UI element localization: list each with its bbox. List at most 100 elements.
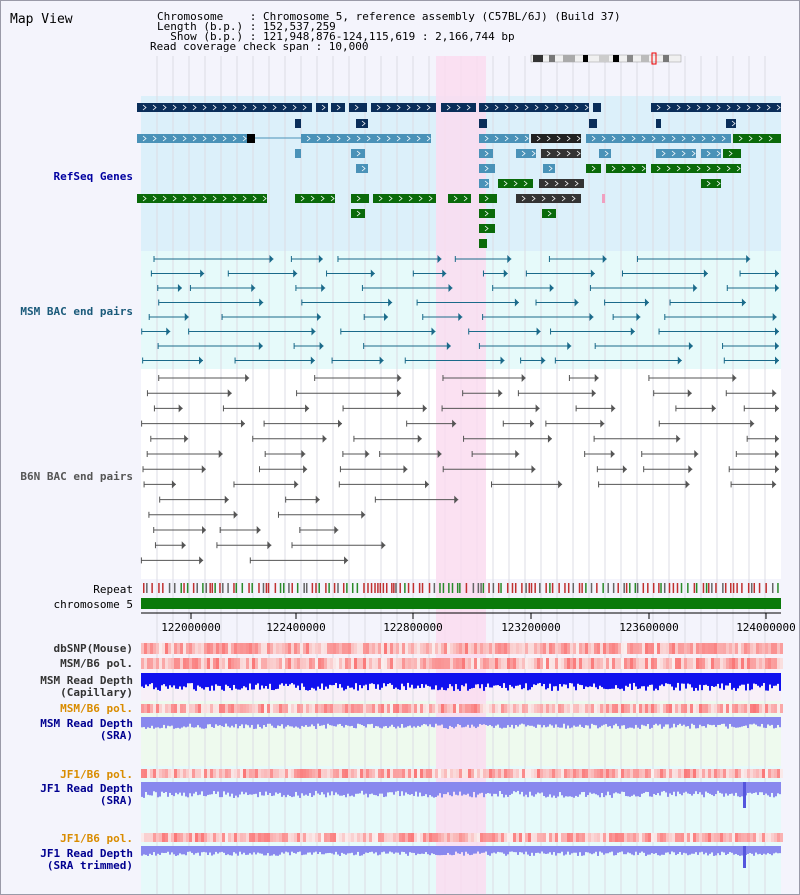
jf1-sra-depth-bar [619,782,621,794]
jf1-trim-depth-bar [509,846,511,852]
track-label-dbsnp[interactable]: dbSNP(Mouse) [53,642,133,655]
msm-pol-heat-cell [618,658,621,669]
repeat-element [202,583,204,593]
msm-pol2-heat-cell [720,704,723,713]
msm-sra-depth-bar [595,717,597,726]
msm-sra-depth-bar [259,717,261,727]
dbsnp-heat-cell [639,643,642,654]
track-label-msm-bac[interactable]: MSM BAC end pairs [20,305,133,318]
track-label-jf1-depth-sra[interactable]: JF1 Read Depth [40,782,133,795]
msm-pol-heat-cell [612,658,615,669]
repeat-element [363,583,365,593]
msm-sra-depth-bar [647,717,649,725]
jf1-trim-depth-bar [537,846,539,853]
msm-bac-pair-end [318,255,323,263]
jf1-pol-heat-cell [489,769,492,778]
msm-pol2-heat-cell [627,704,630,713]
track-label-refseq[interactable]: RefSeq Genes [53,170,133,183]
jf1-pol-heat-cell [432,769,435,778]
msm-bac-pair-end [319,342,324,350]
track-label-jf1-pol-1[interactable]: JF1/B6 pol. [60,768,133,781]
track-label-msm-pol-2[interactable]: MSM/B6 pol. [60,702,133,715]
jf1-trim-depth-bar [403,846,405,853]
jf1-sra-depth-bar [325,782,327,798]
repeat-element [521,583,523,593]
msm-cap-depth-bar [339,673,341,685]
msm-pol-heat-cell [678,658,681,669]
dbsnp-heat-cell [657,643,660,654]
jf1-trim-depth-bar [625,846,627,855]
msm-pol2-heat-cell [168,704,171,713]
jf1-trim-depth-bar [223,846,225,853]
jf1-pol2-heat-cell [321,833,324,842]
jf1-pol2-heat-cell [609,833,612,842]
gene-strand-arrow [756,104,761,111]
jf1-sra-depth-bar [689,782,691,794]
track-label-jf1-pol-2[interactable]: JF1/B6 pol. [60,832,133,845]
jf1-pol-heat-cell [522,769,525,778]
jf1-pol2-heat-cell [192,833,195,842]
jf1-sra-depth-bar [409,782,411,795]
msm-cap-depth-bar [739,673,741,686]
msm-cap-depth-bar [693,673,695,691]
ideogram-band [563,55,575,62]
msm-bac-pair-end [199,356,204,365]
jf1-trim-depth-bar [663,846,665,855]
msm-sra-depth-bar [691,717,693,724]
jf1-sra-depth-bar [419,782,421,793]
msm-sra-depth-bar [563,717,565,724]
track-label-chromosome[interactable]: chromosome 5 [53,598,133,611]
track-label-repeat[interactable]: Repeat [93,583,133,596]
jf1-sra-depth-bar [223,782,225,792]
repeat-element [724,583,727,593]
msm-cap-depth-bar [295,673,297,688]
jf1-pol-heat-cell [384,769,387,778]
jf1-trim-depth-bar [635,846,637,852]
jf1-sra-depth-bar [425,782,427,795]
gene-strand-arrow [546,150,551,157]
repeat-element [663,583,666,593]
track-label-msm-depth-cap[interactable]: MSM Read Depth [40,674,133,687]
jf1-pol2-heat-cell [273,833,276,842]
msm-sra-depth-bar [277,717,279,726]
track-label-msm-pol-1[interactable]: MSM/B6 pol. [60,657,133,670]
gene-strand-arrow [152,195,157,202]
jf1-sra-depth-bar [761,782,763,793]
jf1-trim-depth-bar [455,846,457,852]
jf1-pol2-heat-cell [768,833,771,842]
jf1-pol-heat-cell [618,769,621,778]
jf1-pol-heat-cell [528,769,531,778]
gene-strand-arrow [681,135,686,142]
msm-cap-depth-bar [681,673,683,684]
jf1-pol-heat-cell [288,769,291,778]
msm-pol-heat-cell [444,658,447,669]
track-label-jf1-depth-trim[interactable]: JF1 Read Depth [40,847,133,860]
jf1-sra-depth-bar [345,782,347,798]
jf1-pol-heat-cell [291,769,294,778]
gene-strand-arrow [706,104,711,111]
msm-cap-depth-bar [307,673,309,691]
msm-pol2-heat-cell [498,704,501,713]
gene-block [651,103,781,112]
b6n-bac-pair-end [334,526,339,534]
jf1-sra-depth-bar [351,782,353,796]
msm-pol2-heat-cell [471,704,474,713]
msm-pol-heat-cell [696,658,699,669]
track-label-msm-depth-sra[interactable]: MSM Read Depth [40,717,133,730]
msm-pol-heat-cell [228,658,231,669]
msm-sra-depth-bar [579,717,581,725]
gene-strand-arrow [534,104,539,111]
msm-pol-heat-cell [615,658,618,669]
track-label-b6n-bac[interactable]: B6N BAC end pairs [20,470,133,483]
msm-pol-heat-cell [456,658,459,669]
msm-bac-pair-end [602,255,607,263]
jf1-sra-depth-bar [403,782,405,796]
msm-pol-heat-cell [372,658,375,669]
msm-pol2-heat-cell [174,704,177,713]
msm-pol-heat-cell [693,658,696,669]
dbsnp-heat-cell [156,643,159,654]
dbsnp-heat-cell [276,643,279,654]
jf1-pol2-heat-cell [231,833,234,842]
jf1-pol-heat-cell [300,769,303,778]
